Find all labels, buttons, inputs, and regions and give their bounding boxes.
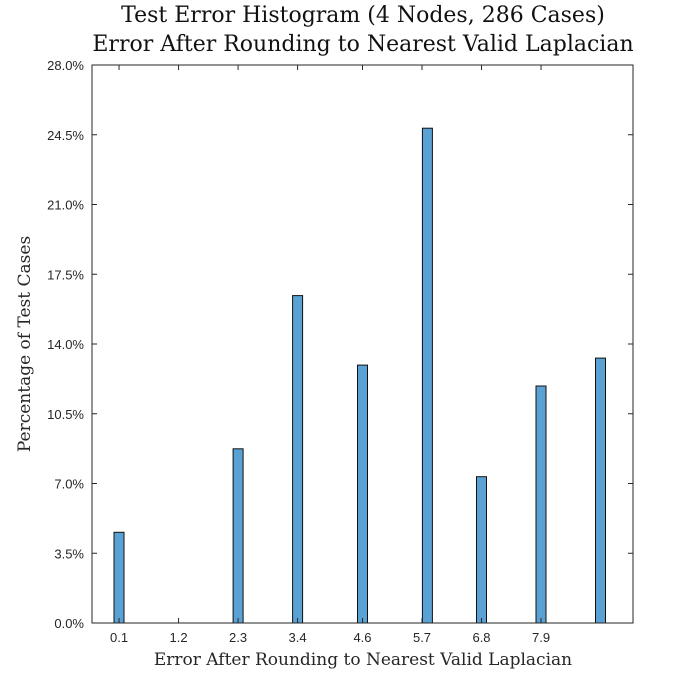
histogram-bar-0	[113, 531, 125, 624]
histogram-bar-4	[421, 127, 433, 624]
x-tick-label-5: 5.7	[413, 630, 431, 645]
y-tick-label-1: 3.5%	[54, 546, 84, 561]
histogram-bar-5	[476, 476, 487, 624]
x-tick-label-0: 0.1	[110, 630, 128, 645]
y-tick-label-7: 24.5%	[47, 128, 84, 143]
chart-subtitle: Error After Rounding to Nearest Valid La…	[92, 32, 633, 57]
y-axis-ticks: 0.0% 3.5% 7.0% 10.5% 14.0% 17.5% 21.0% 24.5% 28.…	[47, 58, 633, 631]
y-tick-label-3: 10.5%	[47, 407, 84, 422]
x-tick-label-6: 6.8	[472, 630, 490, 645]
histogram-bar-7	[595, 357, 606, 624]
x-tick-label-3: 3.4	[289, 630, 307, 645]
y-tick-label-4: 14.0%	[47, 337, 84, 352]
y-tick-label-8: 28.0%	[47, 58, 84, 73]
x-axis-ticks: 0.1 1.2 2.3 3.4 4.6 5.7 6.8 7.9	[110, 65, 550, 645]
chart-title: Test Error Histogram (4 Nodes, 286 Cases…	[121, 3, 605, 28]
y-tick-label-2: 7.0%	[54, 477, 84, 492]
histogram-bar-6	[535, 385, 547, 624]
histogram-bar-1	[232, 448, 244, 624]
y-tick-label-0: 0.0%	[54, 616, 84, 631]
histogram-bar-2	[292, 295, 304, 624]
x-tick-label-4: 4.6	[353, 630, 371, 645]
x-tick-label-2: 2.3	[229, 630, 247, 645]
x-tick-label-7: 7.9	[532, 630, 550, 645]
x-tick-label-1: 1.2	[170, 630, 188, 645]
y-axis-label: Percentage of Test Cases	[15, 236, 35, 452]
x-axis-label: Error After Rounding to Nearest Valid La…	[154, 650, 572, 670]
bars-layer	[113, 127, 606, 624]
y-tick-label-6: 21.0%	[47, 198, 84, 213]
plot-frame	[91, 64, 634, 624]
histogram-bar-3	[357, 364, 368, 624]
y-tick-label-5: 17.5%	[47, 267, 84, 282]
